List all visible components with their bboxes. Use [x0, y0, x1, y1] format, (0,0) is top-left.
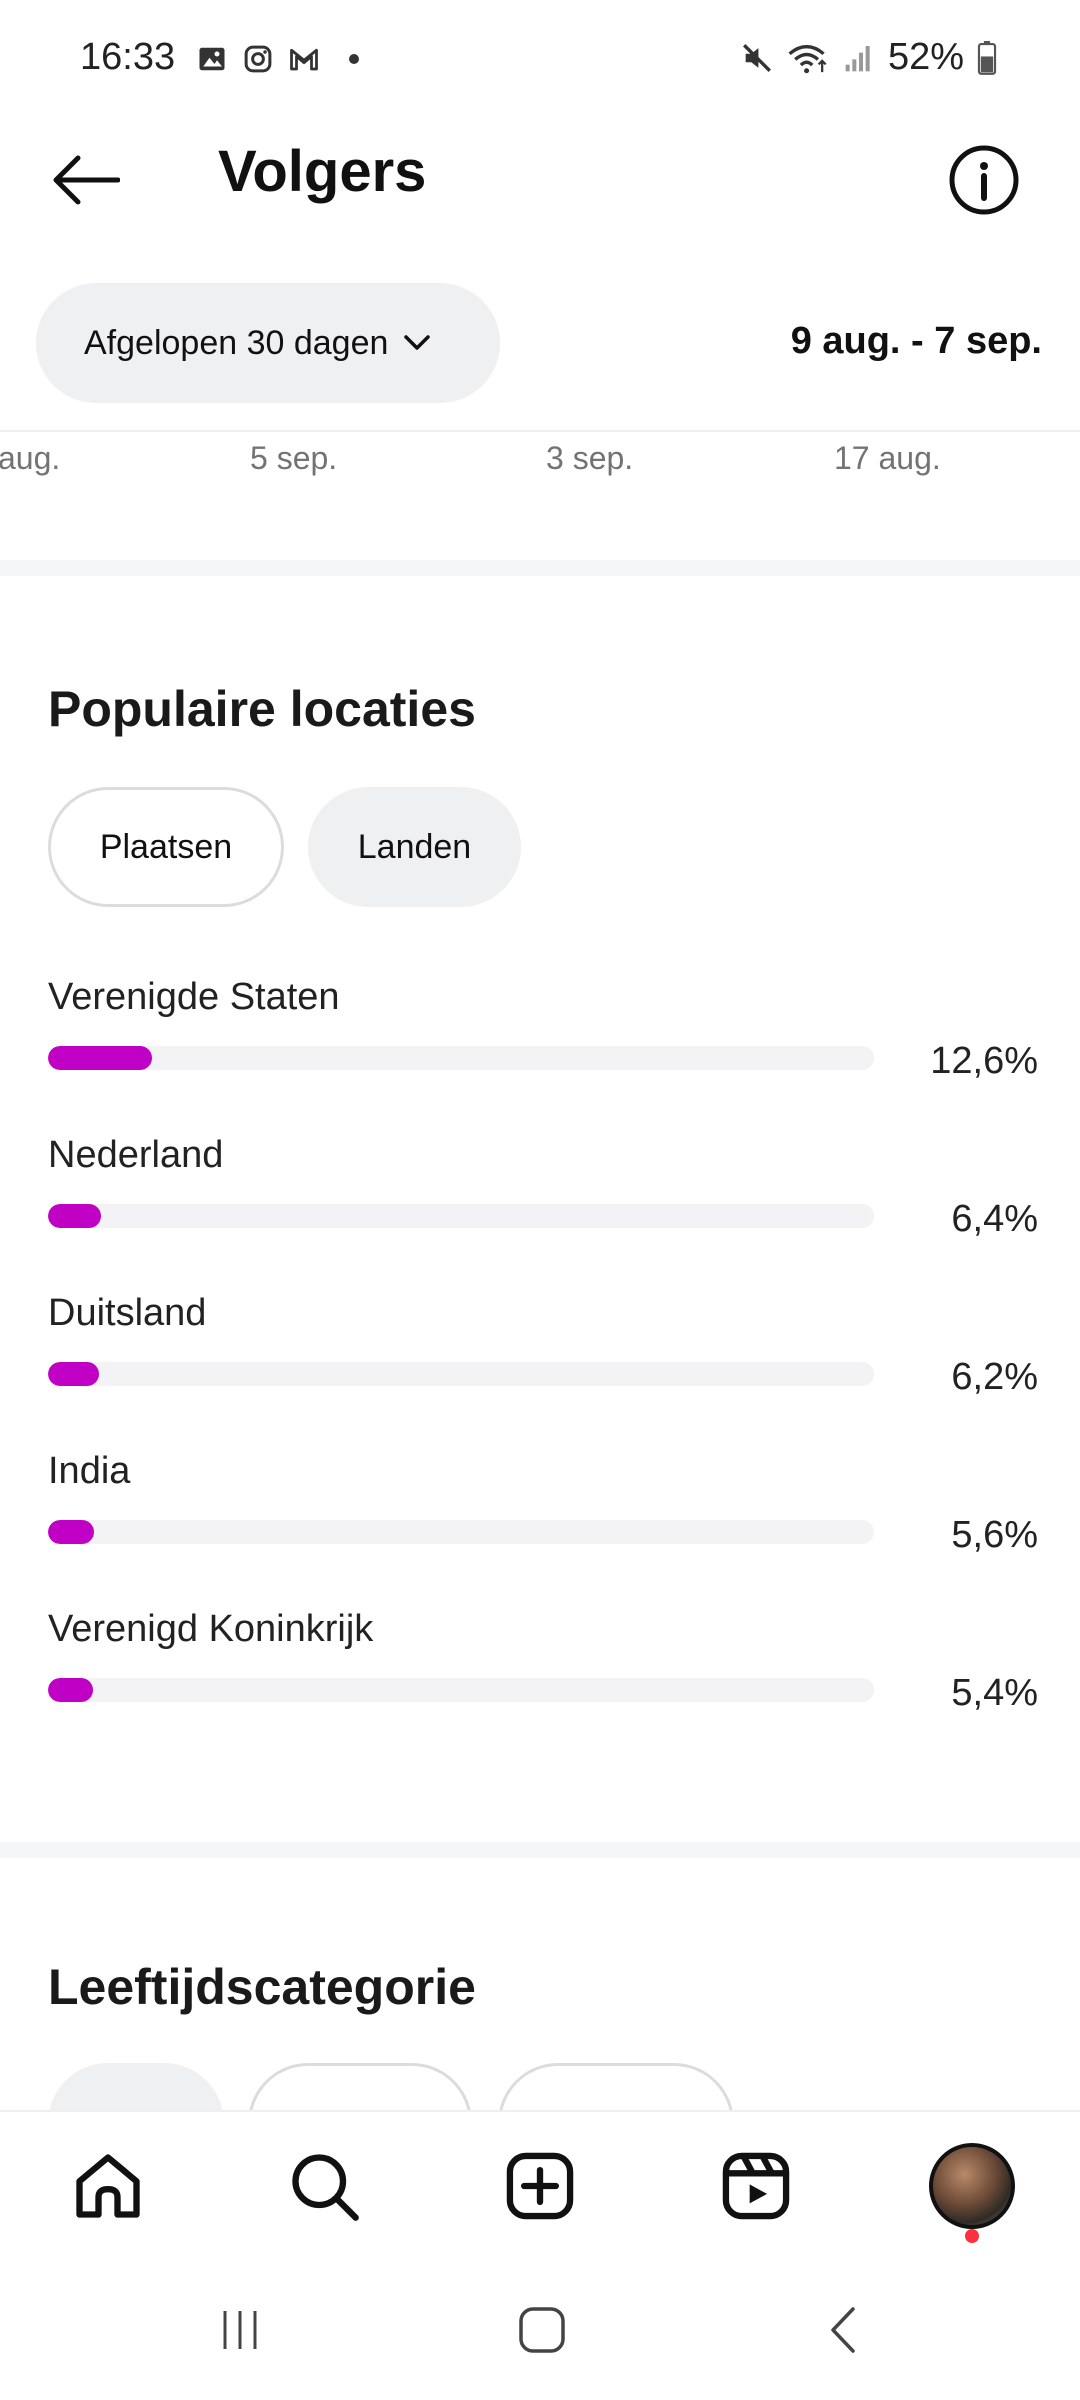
- home-icon: [76, 2154, 140, 2218]
- avatar: [929, 2143, 1015, 2243]
- tab-label: Plaatsen: [99, 827, 233, 866]
- status-time: 16:33: [80, 36, 176, 78]
- nav-profile[interactable]: [922, 2136, 1022, 2243]
- tab-places[interactable]: Plaatsen: [48, 787, 284, 907]
- info-icon: [949, 145, 1019, 215]
- location-bar-fill: [48, 1204, 101, 1228]
- gmail-icon: [287, 42, 321, 76]
- home-button[interactable]: [502, 2300, 582, 2360]
- location-bar-fill: [48, 1362, 100, 1386]
- tab-countries[interactable]: Landen: [308, 787, 521, 907]
- divider-line: [0, 430, 1080, 432]
- reels-icon: [722, 2152, 790, 2220]
- section-title-age: Leeftijdscategorie: [48, 1959, 476, 2015]
- battery-level: 52%: [887, 36, 964, 78]
- location-name: Nederland: [48, 1134, 224, 1176]
- search-icon: [292, 2154, 359, 2221]
- chevron-down-icon: [404, 335, 431, 350]
- location-row: Verenigde Staten 12,6%: [48, 976, 1038, 1126]
- page-title: Volgers: [218, 139, 427, 204]
- location-percent: 12,6%: [930, 1040, 1038, 1082]
- home-square-icon: [519, 2307, 565, 2353]
- status-right-icons: 52%: [740, 36, 998, 79]
- signal-icon: [842, 41, 876, 75]
- header: Volgers: [0, 120, 1080, 240]
- location-row: India 5,6%: [48, 1450, 1038, 1600]
- arrow-left-icon: [53, 155, 120, 205]
- location-row: Duitsland 6,2%: [48, 1292, 1038, 1442]
- gallery-icon: [195, 42, 229, 76]
- date-range-label: Afgelopen 30 dagen: [84, 323, 389, 362]
- section-title-locations: Populaire locaties: [48, 681, 476, 737]
- location-bar-track: [48, 1204, 874, 1228]
- location-row: Verenigd Koninkrijk 5,4%: [48, 1608, 1038, 1758]
- location-name: Verenigd Koninkrijk: [48, 1608, 374, 1650]
- system-back-button[interactable]: [804, 2300, 884, 2360]
- location-bar-track: [48, 1520, 874, 1544]
- nav-reels[interactable]: [706, 2136, 806, 2236]
- back-button[interactable]: [40, 140, 130, 220]
- location-bar-fill: [48, 1046, 152, 1070]
- plus-square-icon: [506, 2152, 574, 2220]
- location-bar-track: [48, 1362, 874, 1386]
- notification-dot: [965, 2229, 979, 2243]
- location-percent: 6,4%: [951, 1198, 1038, 1240]
- location-bar-track: [48, 1678, 874, 1702]
- bottom-navigation: [0, 2110, 1080, 2260]
- location-percent: 6,2%: [951, 1356, 1038, 1398]
- nav-home[interactable]: [58, 2136, 158, 2236]
- date-range-dates: 9 aug. - 7 sep.: [790, 320, 1042, 362]
- axis-label: 17 aug.: [834, 440, 941, 476]
- chart-axis-labels: aug. 5 sep. 3 sep. 17 aug.: [0, 440, 1080, 490]
- location-percent: 5,4%: [951, 1672, 1038, 1714]
- location-name: India: [48, 1450, 131, 1492]
- system-navigation: [0, 2260, 1080, 2400]
- location-bar-fill: [48, 1678, 93, 1702]
- status-notification-icons: [195, 42, 359, 76]
- location-row: Nederland 6,4%: [48, 1134, 1038, 1284]
- date-range-selector[interactable]: Afgelopen 30 dagen: [36, 283, 500, 403]
- section-divider: [0, 560, 1080, 576]
- nav-create[interactable]: [490, 2136, 590, 2236]
- axis-label: aug.: [0, 440, 61, 476]
- info-button[interactable]: [940, 136, 1028, 224]
- more-notifications-dot: [349, 54, 359, 64]
- axis-label: 3 sep.: [546, 440, 634, 476]
- axis-label: 5 sep.: [250, 440, 338, 476]
- battery-icon: [976, 40, 998, 75]
- location-percent: 5,6%: [951, 1514, 1038, 1556]
- chevron-left-icon: [831, 2307, 855, 2353]
- tab-label: Landen: [357, 827, 472, 866]
- wifi-icon: [786, 41, 830, 75]
- status-bar: 16:33 52%: [0, 0, 1080, 120]
- location-bar-fill: [48, 1520, 95, 1544]
- location-name: Duitsland: [48, 1292, 207, 1334]
- instagram-icon: [241, 42, 275, 76]
- recent-apps-button[interactable]: [200, 2300, 280, 2360]
- recent-apps-icon: [223, 2311, 257, 2349]
- section-divider: [0, 1842, 1080, 1858]
- nav-search[interactable]: [274, 2136, 374, 2236]
- location-bar-track: [48, 1046, 874, 1070]
- location-name: Verenigde Staten: [48, 976, 340, 1018]
- mute-icon: [740, 41, 774, 75]
